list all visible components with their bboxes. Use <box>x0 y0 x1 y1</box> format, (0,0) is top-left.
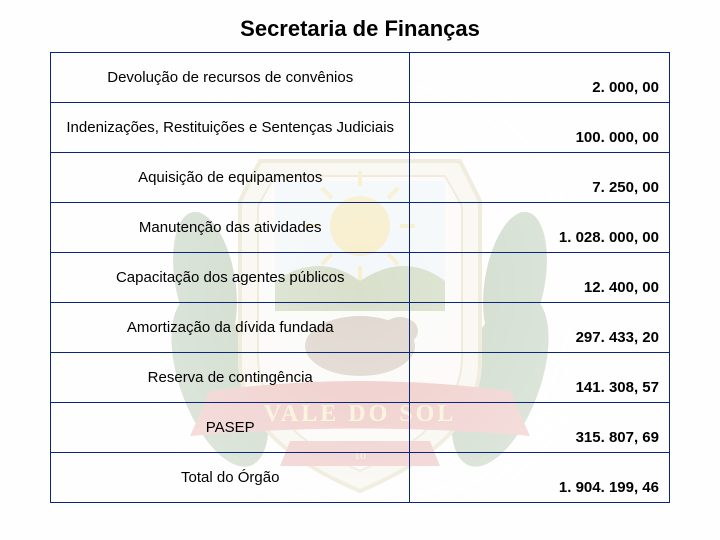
row-value: 100. 000, 00 <box>410 103 670 153</box>
table-row: PASEP315. 807, 69 <box>51 403 670 453</box>
row-label: Capacitação dos agentes públicos <box>51 253 410 303</box>
slide-content: Secretaria de Finanças Devolução de recu… <box>0 0 720 540</box>
row-label: Aquisição de equipamentos <box>51 153 410 203</box>
row-label: Reserva de contingência <box>51 353 410 403</box>
row-value: 12. 400, 00 <box>410 253 670 303</box>
row-label: Total do Órgão <box>51 453 410 503</box>
table-row: Capacitação dos agentes públicos12. 400,… <box>51 253 670 303</box>
table-row: Aquisição de equipamentos7. 250, 00 <box>51 153 670 203</box>
row-value: 315. 807, 69 <box>410 403 670 453</box>
row-value: 141. 308, 57 <box>410 353 670 403</box>
table-row: Devolução de recursos de convênios2. 000… <box>51 53 670 103</box>
row-value: 1. 028. 000, 00 <box>410 203 670 253</box>
table-row: Total do Órgão1. 904. 199, 46 <box>51 453 670 503</box>
row-label: Manutenção das atividades <box>51 203 410 253</box>
row-label: Indenizações, Restituições e Sentenças J… <box>51 103 410 153</box>
finance-table: Devolução de recursos de convênios2. 000… <box>50 52 670 503</box>
row-value: 297. 433, 20 <box>410 303 670 353</box>
row-label: PASEP <box>51 403 410 453</box>
table-row: Reserva de contingência141. 308, 57 <box>51 353 670 403</box>
table-row: Indenizações, Restituições e Sentenças J… <box>51 103 670 153</box>
row-value: 7. 250, 00 <box>410 153 670 203</box>
row-value: 2. 000, 00 <box>410 53 670 103</box>
row-label: Amortização da dívida fundada <box>51 303 410 353</box>
slide-title: Secretaria de Finanças <box>0 16 720 42</box>
table-row: Amortização da dívida fundada297. 433, 2… <box>51 303 670 353</box>
row-value: 1. 904. 199, 46 <box>410 453 670 503</box>
row-label: Devolução de recursos de convênios <box>51 53 410 103</box>
table-row: Manutenção das atividades1. 028. 000, 00 <box>51 203 670 253</box>
